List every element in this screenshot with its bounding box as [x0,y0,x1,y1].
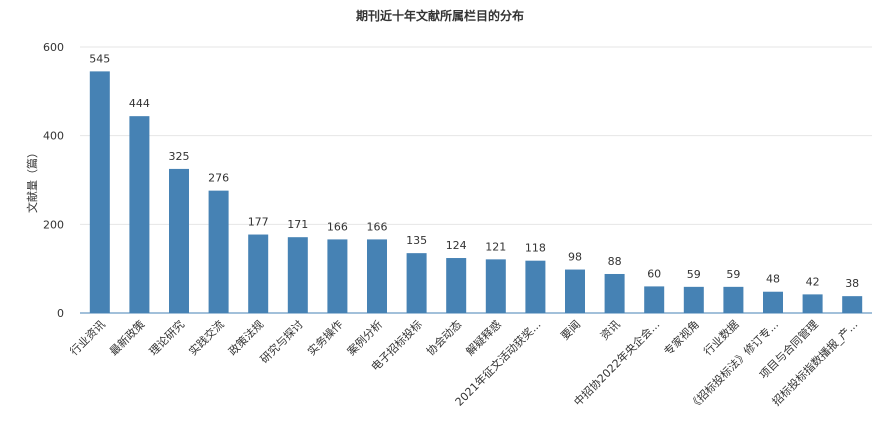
category-label: 行业数据 [701,317,742,358]
category-label: 理论研究 [146,317,187,358]
category-label: 专家视角 [661,317,702,358]
category-label: 实务操作 [305,317,346,358]
category-label: 资讯 [598,318,623,343]
bar [565,269,585,313]
bar [683,286,704,313]
data-label: 88 [608,255,622,268]
data-label: 545 [89,52,110,65]
bar [287,237,308,313]
category-label: 最新政策 [107,317,148,358]
y-axis-label: 文献量（篇） [25,147,39,213]
bar [367,239,387,313]
data-label: 42 [806,275,820,288]
y-tick-label: 200 [43,218,64,231]
category-label: 研究与探讨 [257,317,306,366]
bar [129,116,150,313]
bar [842,296,863,313]
y-axis-ticks: 0 200 400 600 [43,41,64,320]
data-label: 59 [687,268,701,281]
category-label: 案例分析 [344,317,385,358]
data-label: 59 [726,268,740,281]
category-label: 协会动态 [423,317,464,358]
data-label: 124 [446,239,467,252]
data-label: 177 [248,216,269,229]
bar [327,239,348,313]
category-labels: 行业资讯 最新政策 理论研究 实践交流 政策法规研究与探讨 实务操作 案例分析电子招标投标协… [68,317,861,412]
data-label: 60 [647,267,661,280]
data-label: 166 [327,220,348,233]
bar [406,253,427,313]
bar [169,168,189,313]
bar [644,286,665,313]
category-label: 要闻 [558,317,583,342]
data-label: 38 [845,277,859,290]
bar [763,291,783,313]
data-label: 444 [129,97,150,110]
bar [485,259,506,313]
data-label: 166 [367,220,388,233]
data-label: 171 [287,218,308,231]
bar [89,71,110,313]
bar [604,273,625,313]
category-label: 实践交流 [186,317,227,358]
y-tick-label: 600 [43,41,64,54]
chart-title: 期刊近十年文献所属栏目的分布 [356,8,524,23]
bar [248,234,269,313]
data-label: 135 [406,234,427,247]
data-label: 48 [766,273,780,286]
data-label: 98 [568,251,582,264]
bar [525,260,546,313]
bar [802,294,823,313]
bars [89,71,863,313]
data-label: 325 [169,150,190,163]
data-label: 118 [525,242,546,255]
category-label: 行业资讯 [68,318,108,358]
grid-lines [80,46,872,225]
bar [723,286,744,313]
category-label: 解疑释惑 [463,317,504,358]
data-labels: 545 444 325 276 177 171 166 166 135 124 121 118 98 88… [89,52,859,290]
y-tick-label: 0 [57,307,64,320]
category-label: 政策法规 [225,317,266,358]
y-tick-label: 400 [43,130,64,143]
bar [446,258,467,313]
bar [208,190,229,313]
data-label: 121 [485,240,506,253]
data-label: 276 [208,172,229,185]
